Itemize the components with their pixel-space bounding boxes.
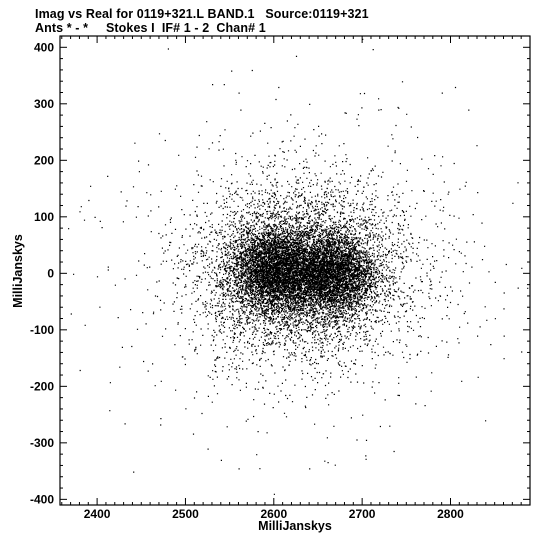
y-tick-label: 100 bbox=[34, 210, 54, 224]
y-axis-title: MilliJanskys bbox=[11, 234, 25, 308]
y-tick-label: -400 bbox=[30, 492, 54, 506]
y-tick-label: 200 bbox=[34, 153, 54, 167]
x-tick-label: 2400 bbox=[84, 507, 111, 521]
x-tick-label: 2500 bbox=[172, 507, 199, 521]
data-points bbox=[68, 38, 529, 495]
scatter-points bbox=[68, 38, 529, 495]
plot-title: Imag vs Real for 0119+321.L BAND.1 Sourc… bbox=[35, 7, 369, 21]
axis-ticks: 2400 2500 2600 2700 2800 -400 -300 -200 -100 0 100… bbox=[30, 35, 531, 521]
y-tick-label: 400 bbox=[34, 40, 54, 54]
y-tick-label: 300 bbox=[34, 97, 54, 111]
x-tick-label: 2600 bbox=[260, 507, 287, 521]
y-tick-label: -200 bbox=[30, 379, 54, 393]
plot-frame bbox=[59, 35, 531, 506]
x-tick-label: 2800 bbox=[437, 507, 464, 521]
y-tick-label: 0 bbox=[47, 266, 54, 280]
plot-subtitle: Ants * - * Stokes I IF# 1 - 2 Chan# 1 bbox=[35, 21, 266, 35]
y-tick-label: -300 bbox=[30, 436, 54, 450]
x-tick-label: 2700 bbox=[349, 507, 376, 521]
x-axis-title: MilliJanskys bbox=[258, 519, 332, 533]
y-tick-label: -100 bbox=[30, 323, 54, 337]
